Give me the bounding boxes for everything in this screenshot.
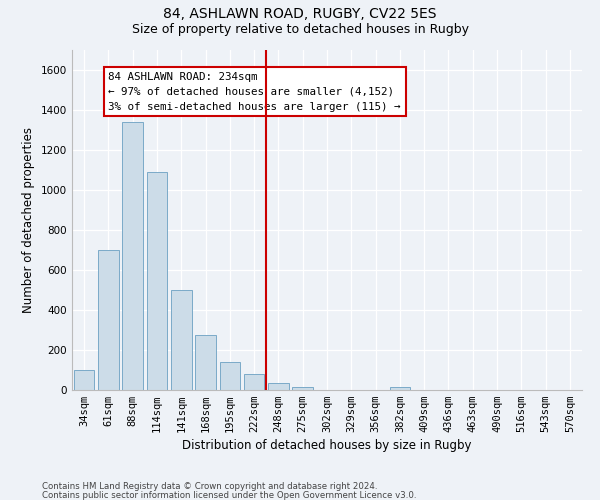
X-axis label: Distribution of detached houses by size in Rugby: Distribution of detached houses by size … — [182, 440, 472, 452]
Text: Contains HM Land Registry data © Crown copyright and database right 2024.: Contains HM Land Registry data © Crown c… — [42, 482, 377, 491]
Bar — [244, 374, 265, 390]
Bar — [268, 383, 289, 390]
Text: 84, ASHLAWN ROAD, RUGBY, CV22 5ES: 84, ASHLAWN ROAD, RUGBY, CV22 5ES — [163, 8, 437, 22]
Text: 84 ASHLAWN ROAD: 234sqm
← 97% of detached houses are smaller (4,152)
3% of semi-: 84 ASHLAWN ROAD: 234sqm ← 97% of detache… — [109, 72, 401, 112]
Bar — [220, 362, 240, 390]
Text: Size of property relative to detached houses in Rugby: Size of property relative to detached ho… — [131, 22, 469, 36]
Bar — [74, 370, 94, 390]
Y-axis label: Number of detached properties: Number of detached properties — [22, 127, 35, 313]
Bar — [389, 387, 410, 390]
Bar — [122, 122, 143, 390]
Bar — [146, 172, 167, 390]
Bar — [98, 250, 119, 390]
Bar — [292, 387, 313, 390]
Text: Contains public sector information licensed under the Open Government Licence v3: Contains public sector information licen… — [42, 490, 416, 500]
Bar — [195, 335, 216, 390]
Bar — [171, 290, 191, 390]
